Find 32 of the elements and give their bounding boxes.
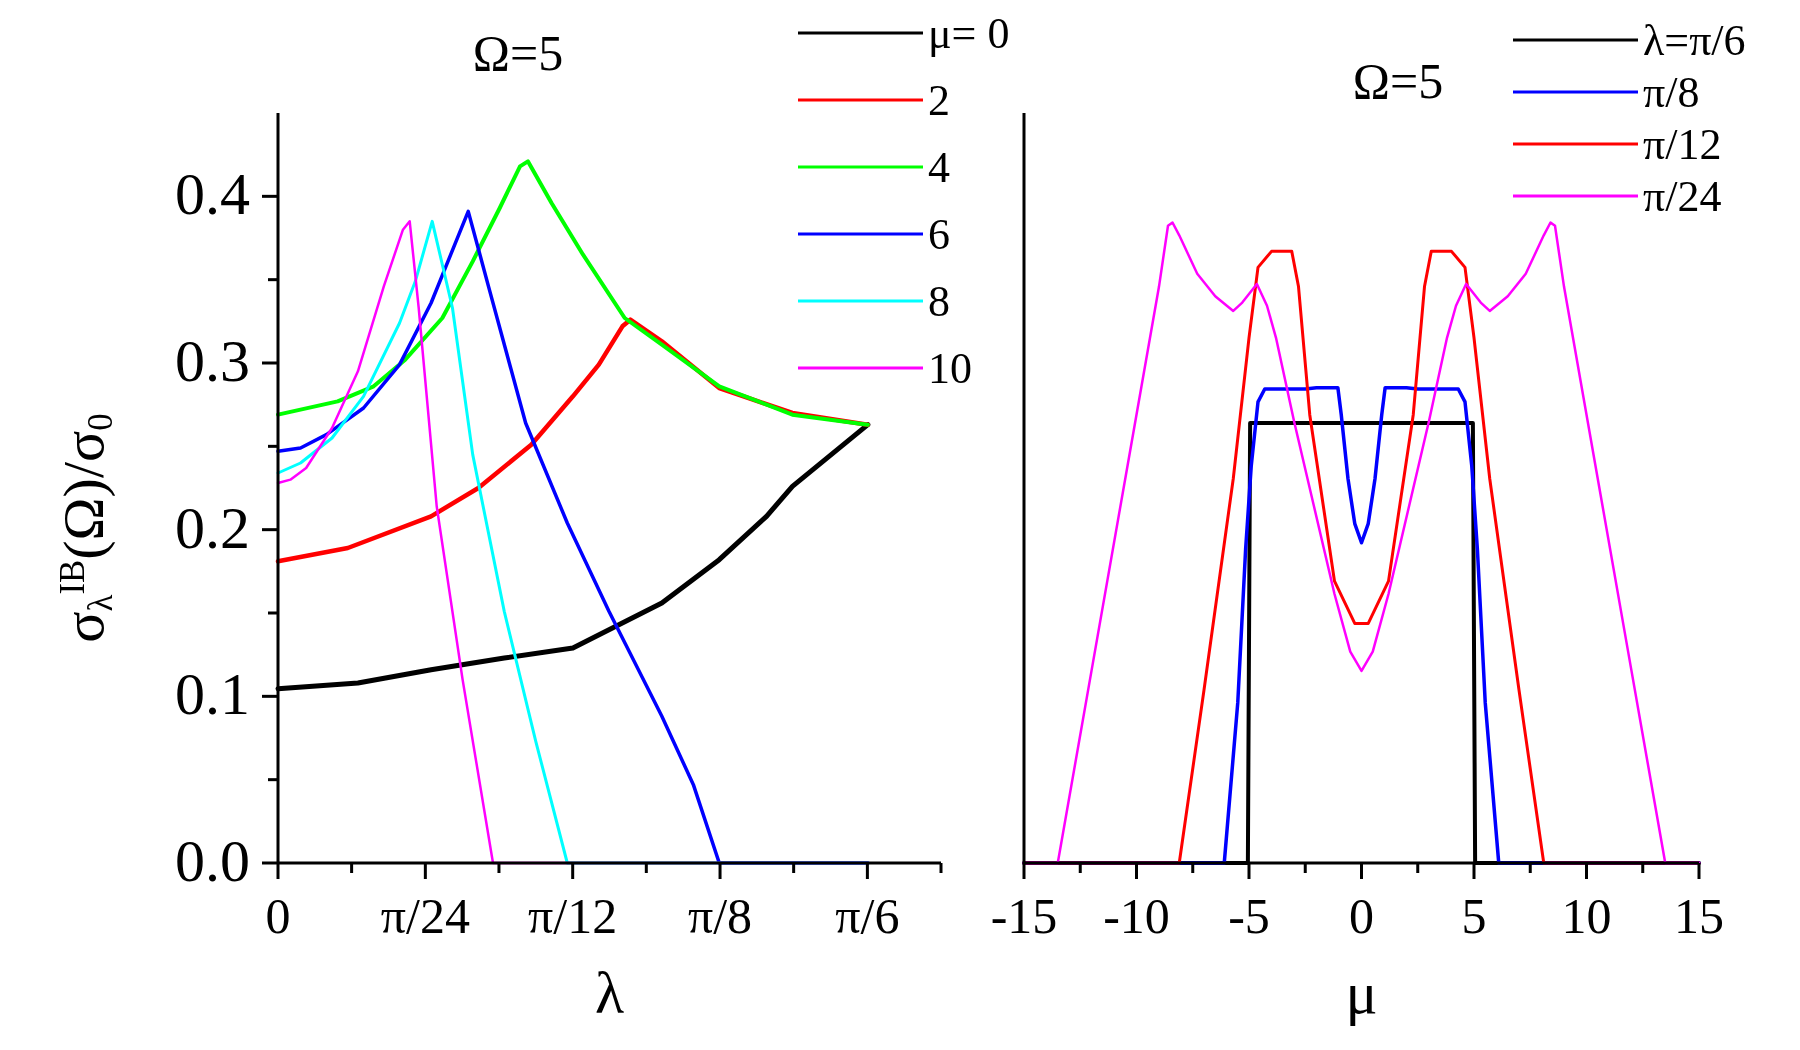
x-tick-label: -15 bbox=[990, 888, 1058, 944]
x-axis-title: λ bbox=[594, 960, 625, 1026]
x-tick-label: 0 bbox=[1349, 888, 1374, 944]
x-tick-label: π/12 bbox=[528, 888, 618, 944]
x-tick-label: 5 bbox=[1461, 888, 1487, 944]
chart-title: Ω=5 bbox=[472, 25, 564, 81]
legend-label: μ= 0 bbox=[928, 9, 1010, 58]
x-tick-label: π/24 bbox=[380, 888, 470, 944]
x-axis-title: μ bbox=[1345, 960, 1378, 1026]
legend-label: λ=π/6 bbox=[1643, 16, 1746, 65]
legend-label: π/8 bbox=[1643, 68, 1700, 117]
x-tick-label: -10 bbox=[1103, 888, 1170, 944]
legend-label: 6 bbox=[928, 210, 950, 259]
x-tick-label: -5 bbox=[1228, 888, 1270, 944]
y-tick-label: 0.0 bbox=[175, 828, 250, 894]
legend-label: 8 bbox=[928, 277, 950, 326]
y-tick-label: 0.3 bbox=[175, 328, 250, 394]
y-tick-label: 0.1 bbox=[175, 661, 250, 728]
x-tick-label: π/6 bbox=[835, 888, 900, 944]
y-tick-label: 0.2 bbox=[175, 494, 250, 561]
x-tick-label: 10 bbox=[1561, 888, 1612, 944]
legend-label: 2 bbox=[928, 76, 950, 125]
legend-label: π/24 bbox=[1643, 172, 1722, 221]
legend-label: 4 bbox=[928, 143, 950, 192]
y-tick-label: 0.4 bbox=[175, 161, 250, 228]
chart-title: Ω=5 bbox=[1352, 53, 1444, 109]
x-tick-label: 0 bbox=[265, 888, 291, 944]
legend-label: π/12 bbox=[1643, 120, 1722, 169]
x-tick-label: π/8 bbox=[687, 888, 753, 944]
x-tick-label: 15 bbox=[1674, 888, 1724, 944]
legend-label: 10 bbox=[928, 344, 972, 393]
line-series bbox=[276, 159, 870, 427]
